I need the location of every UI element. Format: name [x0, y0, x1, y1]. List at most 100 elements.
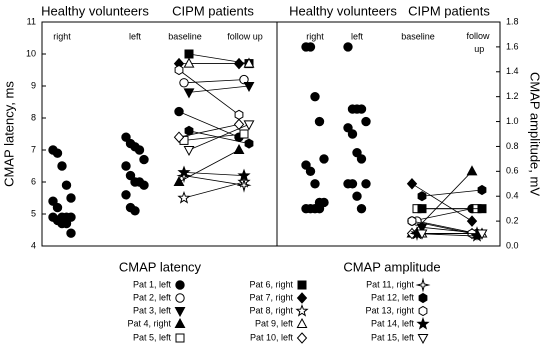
- legend-label: Pat 14, left: [371, 318, 415, 328]
- healthy-point: [343, 123, 353, 133]
- category-label: left: [351, 31, 364, 41]
- healthy-point: [356, 104, 367, 114]
- patient-point: [466, 215, 478, 227]
- healthy-point: [121, 190, 131, 200]
- patient-line: [188, 124, 250, 151]
- y-tick-label: 9: [31, 80, 36, 90]
- y2-tick-label: 1.4: [506, 66, 519, 76]
- patient-line: [183, 181, 245, 199]
- y2-tick-label: 0.4: [506, 191, 519, 201]
- legend-label: Pat 10, left: [250, 332, 294, 342]
- patient-line: [183, 79, 245, 84]
- category-label: follow up: [227, 31, 263, 41]
- patient-point: [406, 178, 418, 190]
- patient-line: [421, 189, 483, 197]
- legend-marker: [296, 317, 308, 328]
- legend-marker: [297, 280, 307, 290]
- y-tick-label: 8: [31, 112, 36, 122]
- y2-tick-label: 1.8: [506, 16, 519, 26]
- patient-point: [417, 204, 427, 214]
- group-label: CIPM patients: [408, 3, 490, 18]
- y-axis-label: CMAP latency, ms: [1, 81, 16, 187]
- patient-point: [174, 106, 184, 117]
- legend-label: Pat 13, right: [365, 305, 414, 315]
- patient-line: [178, 69, 240, 116]
- healthy-point: [356, 203, 367, 214]
- patient-point: [177, 165, 191, 179]
- legend-marker: [417, 334, 429, 345]
- healthy-point: [310, 179, 320, 189]
- patient-point: [173, 131, 185, 143]
- healthy-point: [343, 42, 353, 52]
- y2-tick-label: 0.0: [506, 240, 519, 250]
- healthy-point: [361, 179, 371, 189]
- patient-point: [244, 138, 254, 149]
- y2-tick-label: 1.0: [506, 116, 519, 126]
- legend-marker: [296, 332, 308, 344]
- healthy-point: [57, 161, 67, 171]
- patient-point: [179, 78, 189, 88]
- legend-label: Pat 2, left: [133, 292, 172, 302]
- patient-point: [407, 216, 417, 227]
- healthy-point: [130, 206, 140, 216]
- legend-label: Pat 4, right: [127, 318, 171, 328]
- legend-label: Pat 5, left: [133, 332, 172, 342]
- patient-point: [233, 143, 245, 154]
- patient-line: [411, 183, 473, 222]
- patient-line: [416, 220, 478, 234]
- patient-line: [183, 175, 245, 186]
- category-label: left: [129, 31, 142, 41]
- y2-axis-label: CMAP amplitude, mV: [528, 72, 543, 196]
- healthy-point: [121, 132, 131, 142]
- legend-marker: [415, 277, 431, 293]
- healthy-point: [52, 148, 63, 158]
- patient-line: [183, 172, 245, 176]
- patient-point: [174, 64, 184, 76]
- patient-line: [416, 233, 478, 237]
- legend-label: Pat 1, left: [133, 279, 172, 289]
- patient-point: [416, 229, 428, 240]
- x-axis-title: CMAP latency: [119, 259, 202, 274]
- legend-marker: [175, 333, 185, 343]
- patient-point: [477, 184, 487, 196]
- patient-point: [477, 204, 487, 214]
- legend-label: Pat 11, right: [366, 279, 414, 289]
- y-tick-label: 6: [31, 176, 36, 186]
- group-label: CIPM patients: [172, 3, 254, 18]
- patient-point: [243, 120, 255, 131]
- healthy-point: [356, 154, 367, 164]
- patient-point: [233, 118, 245, 131]
- plot-frame: [41, 21, 501, 247]
- healthy-point: [305, 166, 316, 177]
- healthy-point: [66, 193, 76, 203]
- legend-marker: [175, 280, 185, 290]
- healthy-point: [352, 147, 362, 158]
- legend-label: Pat 15, left: [371, 332, 415, 342]
- patient-point: [184, 49, 194, 59]
- patient-point: [183, 146, 195, 157]
- patient-point: [243, 82, 255, 93]
- patient-point: [173, 175, 185, 186]
- category-label: right: [306, 31, 324, 41]
- healthy-point: [347, 129, 358, 139]
- patient-point: [476, 229, 488, 240]
- legend-label: Pat 12, left: [371, 292, 415, 302]
- healthy-point: [134, 145, 145, 155]
- y2-tick-label: 0.8: [506, 141, 519, 151]
- y2-tick-label: 1.6: [506, 41, 519, 51]
- legend-marker: [418, 305, 428, 317]
- healthy-point: [139, 180, 149, 190]
- patient-point: [234, 109, 244, 120]
- x-axis-title: CMAP amplitude: [343, 259, 440, 274]
- category-label: baseline: [401, 31, 435, 41]
- y-tick-label: 4: [31, 240, 36, 250]
- healthy-point: [361, 116, 371, 127]
- healthy-point: [121, 161, 131, 171]
- y2-tick-label: 0.6: [506, 166, 519, 176]
- patient-point: [466, 165, 478, 176]
- legend-label: Pat 9, left: [255, 318, 294, 328]
- patient-line: [178, 149, 240, 183]
- healthy-point: [61, 180, 72, 190]
- patient-point: [417, 191, 427, 202]
- legend-label: Pat 7, right: [249, 292, 293, 302]
